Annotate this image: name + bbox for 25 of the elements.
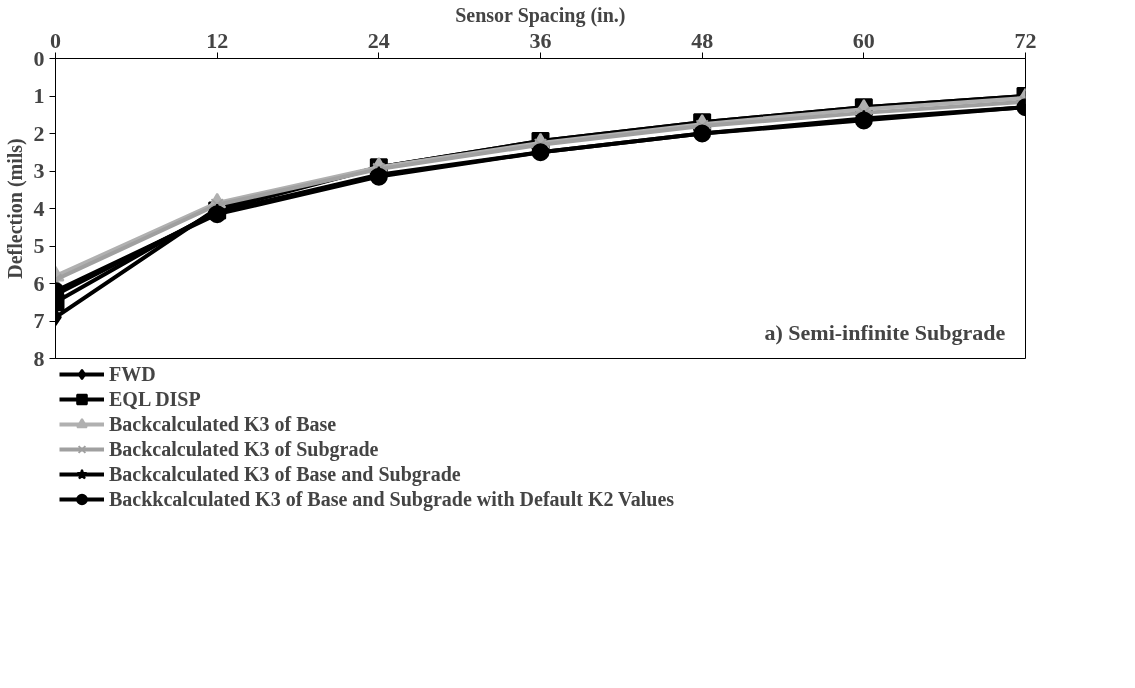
x-tick-label: 24 <box>367 27 390 53</box>
x-tick-label: 72 <box>1014 27 1037 53</box>
legend-label: Backkcalculated K3 of Base and Subgrade with Default K2 Values <box>109 487 675 511</box>
x-tick-label: 48 <box>691 27 714 53</box>
y-tick-label: 5 <box>33 233 45 258</box>
x-tick-label: 60 <box>852 27 875 53</box>
legend-label: Backcalculated K3 of Subgrade <box>109 437 379 461</box>
y-tick-label: 7 <box>33 308 45 333</box>
y-tick-label: 2 <box>33 120 45 146</box>
legend-label: EQL DISP <box>109 387 201 411</box>
y-tick-label: 6 <box>33 270 45 296</box>
legend-label: Backcalculated K3 of Base <box>109 412 337 436</box>
x-axis-title: Sensor Spacing (in.) <box>455 3 626 27</box>
annotation: a) Semi-infinite Subgrade <box>764 320 1006 346</box>
legend-label: Backcalculated K3 of Base and Subgrade <box>109 462 461 486</box>
x-tick-label: 36 <box>529 27 552 53</box>
y-tick-label: 1 <box>33 83 45 108</box>
y-tick-label: 4 <box>33 195 45 221</box>
x-tick-label: 12 <box>206 27 229 53</box>
x-tick-label: 0 <box>50 27 61 53</box>
y-axis-title: Deflection (mils) <box>3 138 27 279</box>
y-tick-label: 0 <box>33 45 45 71</box>
y-tick-label: 3 <box>33 158 45 183</box>
y-tick-label: 8 <box>33 345 45 371</box>
legend-label: FWD <box>109 362 156 386</box>
